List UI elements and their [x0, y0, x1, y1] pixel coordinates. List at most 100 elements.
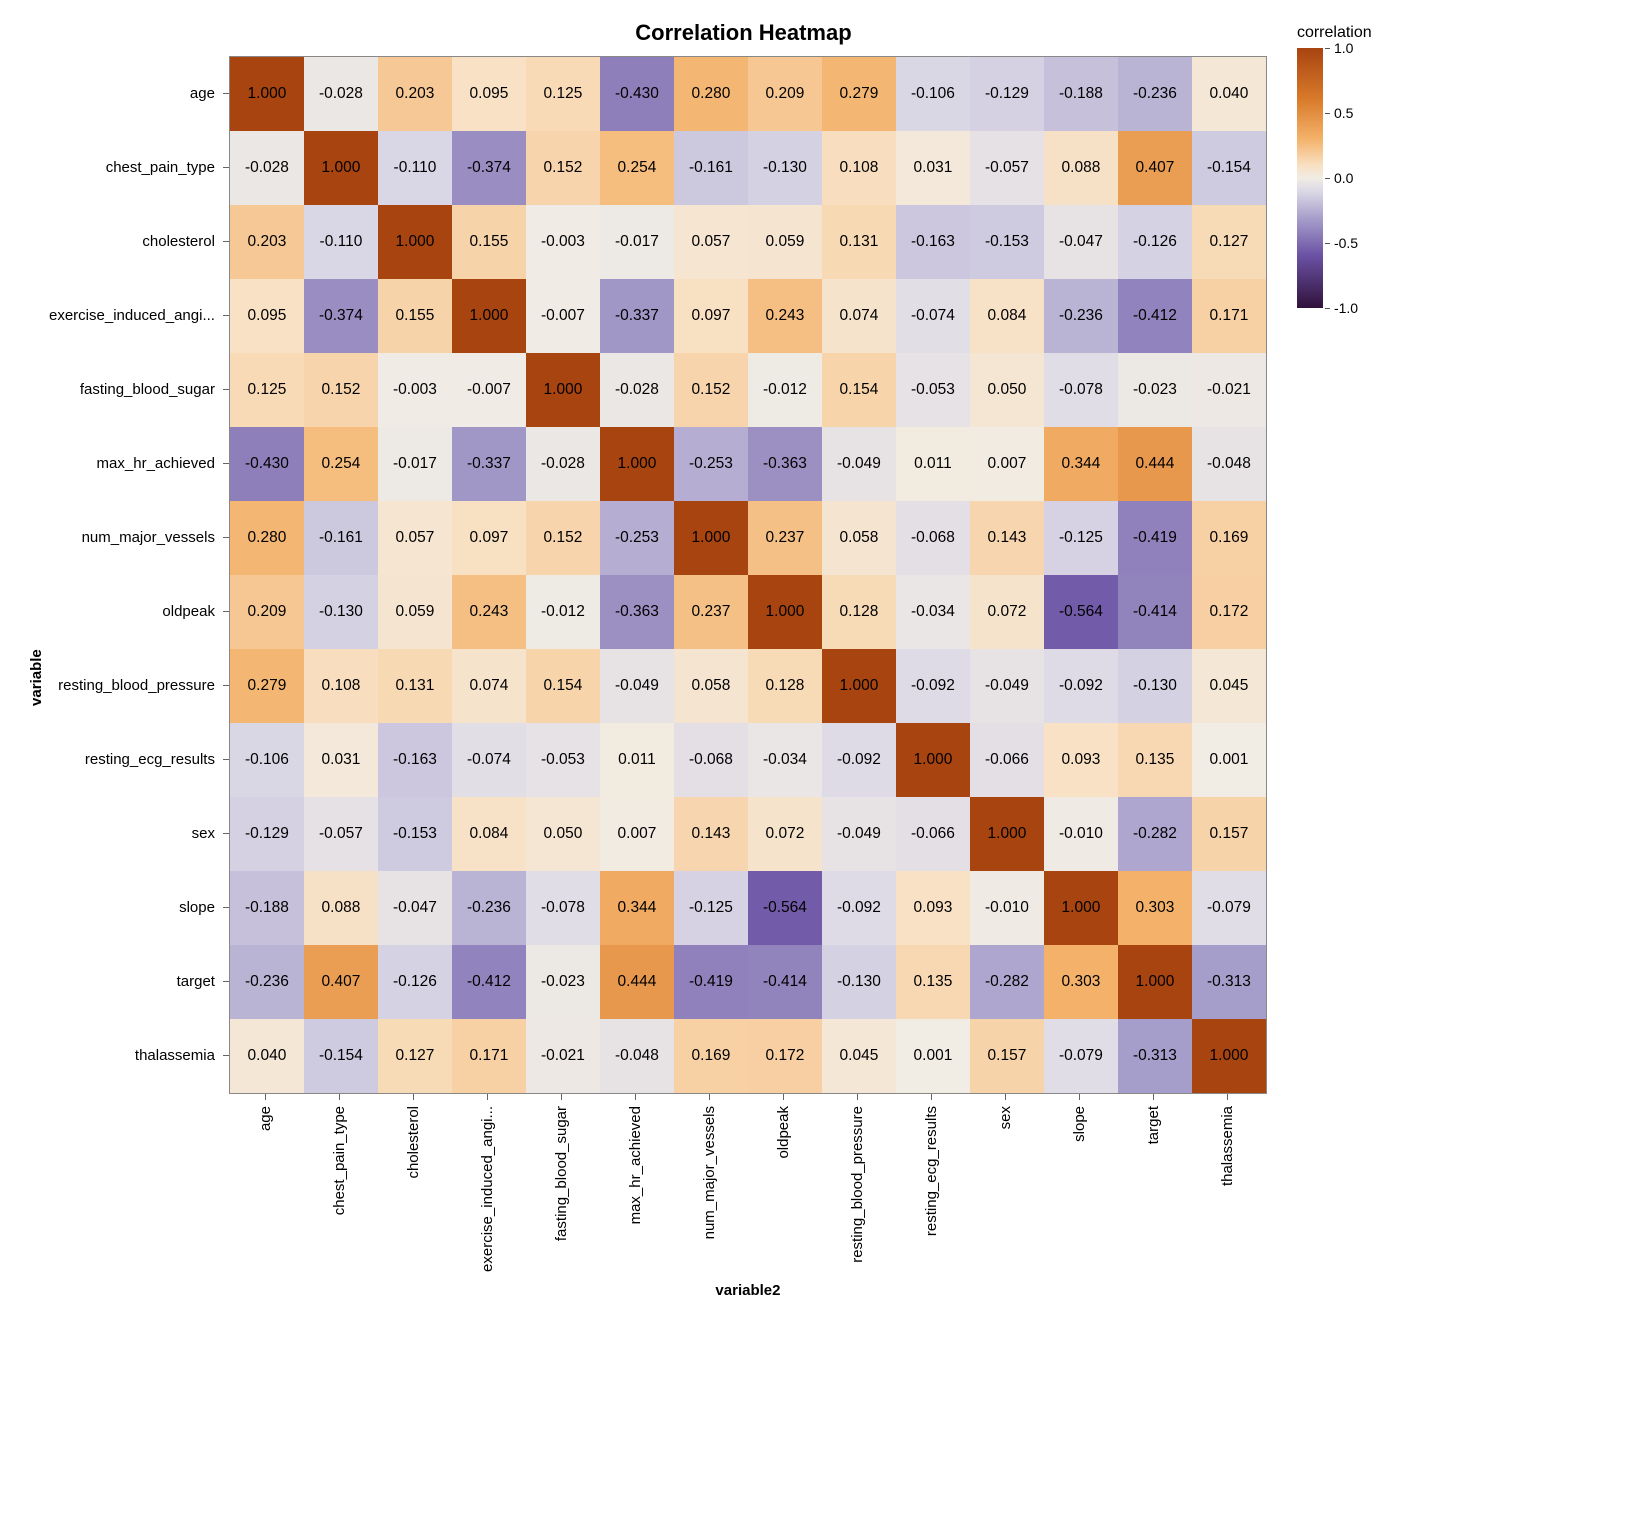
heatmap-cell: 0.237	[674, 575, 748, 649]
heatmap-cell: -0.106	[896, 57, 970, 131]
heatmap-cell: 0.407	[1118, 131, 1192, 205]
heatmap-cell: 0.169	[1192, 501, 1266, 575]
heatmap-cell: 0.152	[526, 131, 600, 205]
heatmap-cell: 0.172	[748, 1019, 822, 1093]
heatmap-cell: -0.419	[1118, 501, 1192, 575]
heatmap-cell: -0.021	[526, 1019, 600, 1093]
heatmap-cell: -0.363	[600, 575, 674, 649]
heatmap-cell: 0.059	[378, 575, 452, 649]
heatmap-cell: -0.017	[600, 205, 674, 279]
heatmap-cell: -0.049	[970, 649, 1044, 723]
heatmap-cell: -0.047	[1044, 205, 1118, 279]
heatmap-cell: -0.012	[748, 353, 822, 427]
heatmap-cell: 0.031	[896, 131, 970, 205]
y-axis-label: slope	[49, 870, 223, 944]
heatmap-cell: -0.048	[600, 1019, 674, 1093]
heatmap-cell: -0.106	[230, 723, 304, 797]
heatmap-cell: -0.125	[674, 871, 748, 945]
heatmap-cell: -0.126	[1118, 205, 1192, 279]
color-legend: correlation 1.00.50.0-0.5-1.0	[1297, 24, 1372, 308]
heatmap-cell: 0.237	[748, 501, 822, 575]
heatmap-cell: 1.000	[674, 501, 748, 575]
heatmap-cell: -0.414	[1118, 575, 1192, 649]
heatmap-cell: -0.017	[378, 427, 452, 501]
heatmap-cell: 0.058	[674, 649, 748, 723]
heatmap-cell: 0.093	[896, 871, 970, 945]
heatmap-cell: 0.172	[1192, 575, 1266, 649]
heatmap-cell: -0.236	[1118, 57, 1192, 131]
heatmap-cell: -0.057	[304, 797, 378, 871]
heatmap-cell: -0.012	[526, 575, 600, 649]
heatmap-cell: 0.152	[526, 501, 600, 575]
heatmap-cell: -0.066	[970, 723, 1044, 797]
heatmap-cell: 0.127	[378, 1019, 452, 1093]
heatmap-cell: 0.203	[230, 205, 304, 279]
heatmap-cell: -0.057	[970, 131, 1044, 205]
x-axis-label: age	[229, 1100, 303, 1272]
heatmap-cell: 0.108	[822, 131, 896, 205]
heatmap-cell: -0.282	[970, 945, 1044, 1019]
heatmap-cell: 0.444	[600, 945, 674, 1019]
heatmap-cell: 0.088	[304, 871, 378, 945]
chart-title: Correlation Heatmap	[20, 20, 1267, 46]
heatmap-cell: 0.152	[304, 353, 378, 427]
heatmap-cell: 0.303	[1118, 871, 1192, 945]
heatmap-cell: 0.203	[378, 57, 452, 131]
x-axis-label: chest_pain_type	[303, 1100, 377, 1272]
heatmap-cell: -0.130	[1118, 649, 1192, 723]
heatmap-cell: 0.444	[1118, 427, 1192, 501]
heatmap-cell: -0.374	[304, 279, 378, 353]
heatmap-cell: 0.280	[230, 501, 304, 575]
heatmap-cell: -0.161	[674, 131, 748, 205]
heatmap-cell: -0.163	[896, 205, 970, 279]
heatmap-cell: 0.095	[230, 279, 304, 353]
heatmap-cell: 0.084	[452, 797, 526, 871]
heatmap-cell: -0.129	[970, 57, 1044, 131]
heatmap-cell: 0.125	[526, 57, 600, 131]
heatmap-cell: -0.253	[674, 427, 748, 501]
heatmap-cell: 0.007	[600, 797, 674, 871]
heatmap-cell: 0.072	[748, 797, 822, 871]
heatmap-cell: -0.053	[526, 723, 600, 797]
y-axis-labels: agechest_pain_typecholesterolexercise_in…	[49, 56, 223, 1299]
x-axis-label: max_hr_achieved	[599, 1100, 673, 1272]
heatmap-cell: -0.188	[230, 871, 304, 945]
x-axis-label: resting_blood_pressure	[821, 1100, 895, 1272]
heatmap-cell: 1.000	[230, 57, 304, 131]
x-axis-label: oldpeak	[747, 1100, 821, 1272]
heatmap-cell: 0.128	[748, 649, 822, 723]
heatmap-cell: -0.282	[1118, 797, 1192, 871]
heatmap-cell: -0.092	[822, 871, 896, 945]
heatmap-cell: 0.074	[452, 649, 526, 723]
heatmap-cell: 1.000	[896, 723, 970, 797]
heatmap-cell: -0.007	[526, 279, 600, 353]
heatmap-cell: -0.110	[378, 131, 452, 205]
heatmap-cell: 0.088	[1044, 131, 1118, 205]
y-axis-label: oldpeak	[49, 574, 223, 648]
heatmap-cell: -0.419	[674, 945, 748, 1019]
legend-tick: -0.5	[1325, 235, 1358, 251]
heatmap-cell: 1.000	[1118, 945, 1192, 1019]
heatmap-cell: -0.092	[896, 649, 970, 723]
heatmap-cell: 0.001	[1192, 723, 1266, 797]
heatmap-cell: -0.130	[304, 575, 378, 649]
heatmap-cell: -0.074	[452, 723, 526, 797]
heatmap-cell: -0.253	[600, 501, 674, 575]
y-axis-label: exercise_induced_angi...	[49, 278, 223, 352]
heatmap-cell: 0.057	[674, 205, 748, 279]
heatmap-cell: 0.050	[526, 797, 600, 871]
y-axis-label: max_hr_achieved	[49, 426, 223, 500]
y-axis-label: thalassemia	[49, 1018, 223, 1092]
heatmap-cell: 0.135	[896, 945, 970, 1019]
legend-tick: 1.0	[1325, 40, 1353, 56]
heatmap-cell: -0.066	[896, 797, 970, 871]
heatmap-cell: 0.243	[748, 279, 822, 353]
heatmap-cell: -0.028	[230, 131, 304, 205]
heatmap-cell: 0.011	[896, 427, 970, 501]
heatmap-cell: -0.126	[378, 945, 452, 1019]
heatmap-cell: -0.154	[1192, 131, 1266, 205]
heatmap-cell: -0.068	[674, 723, 748, 797]
heatmap-cell: 0.280	[674, 57, 748, 131]
heatmap-cell: -0.564	[1044, 575, 1118, 649]
heatmap-cell: -0.049	[822, 797, 896, 871]
